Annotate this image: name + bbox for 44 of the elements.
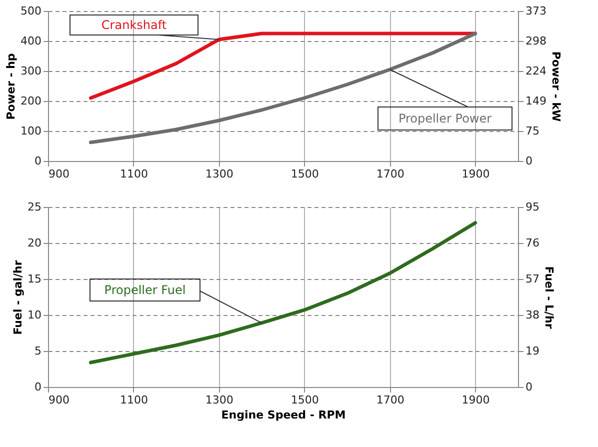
y-tick-label: 10 [28, 308, 42, 322]
y2-tick-label: 75 [526, 124, 540, 138]
y-tick-label: 0 [34, 380, 42, 394]
y-tick-label: 300 [20, 64, 42, 78]
x-tick-label: 1300 [205, 394, 234, 406]
x-tick-label: 1500 [290, 168, 319, 180]
x-axis-title: Engine Speed - RPM [221, 408, 346, 422]
y-tick-label: 200 [20, 94, 42, 108]
x-tick-label: 900 [48, 168, 70, 180]
x-tick-label: 1900 [462, 168, 490, 180]
y-tick-label: 400 [20, 34, 42, 48]
y-tick-label: 500 [20, 4, 42, 18]
y-tick-label: 25 [28, 200, 42, 214]
y-tick-label: 5 [34, 344, 42, 358]
x-tick-label: 1900 [462, 394, 490, 406]
y2-tick-label: 224 [526, 64, 546, 78]
y2-tick-label: 57 [526, 272, 540, 286]
text: Propeller Power [398, 112, 492, 126]
y2-tick-label: 76 [526, 236, 540, 250]
y2-tick-label: 298 [526, 34, 546, 48]
y2-tick-label: 95 [526, 200, 540, 214]
y2-tick-label: 19 [526, 344, 540, 358]
y2-axis-title: Fuel - L/hr [542, 266, 556, 330]
x-tick-label: 900 [48, 394, 70, 406]
text: Crankshaft [101, 18, 167, 32]
y2-tick-label: 38 [526, 308, 540, 322]
y2-tick-label: 0 [526, 154, 532, 168]
x-tick-label: 1500 [290, 394, 319, 406]
y-tick-label: 0 [34, 154, 42, 168]
y-axis-title: Fuel - gal/hr [12, 260, 25, 335]
y-tick-label: 20 [28, 236, 42, 250]
y2-tick-label: 0 [526, 380, 532, 394]
x-tick-label: 1700 [376, 394, 404, 406]
y-tick-label: 15 [28, 272, 42, 286]
x-tick-label: 1100 [120, 168, 148, 180]
x-tick-label: 1700 [376, 168, 404, 180]
y-tick-label: 100 [20, 124, 42, 138]
y2-axis-title: Power - kW [549, 51, 562, 122]
x-tick-label: 1300 [205, 168, 234, 180]
x-tick-label: 1100 [120, 394, 148, 406]
y-axis-title: Power - hp [4, 53, 18, 120]
text: Propeller Fuel [104, 283, 186, 297]
y2-tick-label: 149 [526, 94, 546, 108]
y2-tick-label: 373 [526, 4, 546, 18]
